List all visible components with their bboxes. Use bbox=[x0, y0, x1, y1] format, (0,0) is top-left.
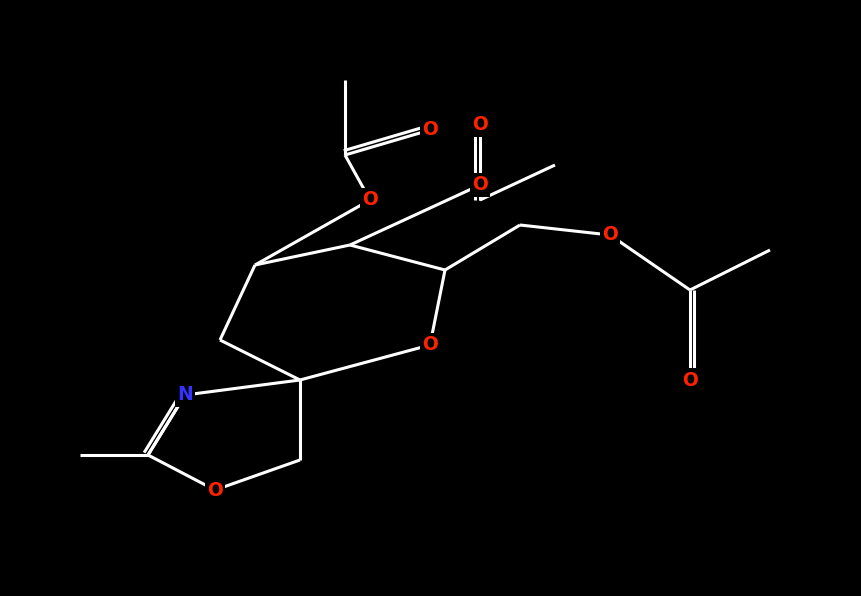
Text: O: O bbox=[422, 120, 437, 139]
Text: O: O bbox=[681, 371, 697, 390]
Text: O: O bbox=[472, 116, 487, 135]
Text: O: O bbox=[472, 175, 487, 194]
Text: O: O bbox=[601, 225, 617, 244]
Text: O: O bbox=[207, 480, 223, 499]
Text: O: O bbox=[422, 336, 437, 355]
Text: N: N bbox=[177, 386, 193, 405]
Text: O: O bbox=[362, 191, 377, 210]
